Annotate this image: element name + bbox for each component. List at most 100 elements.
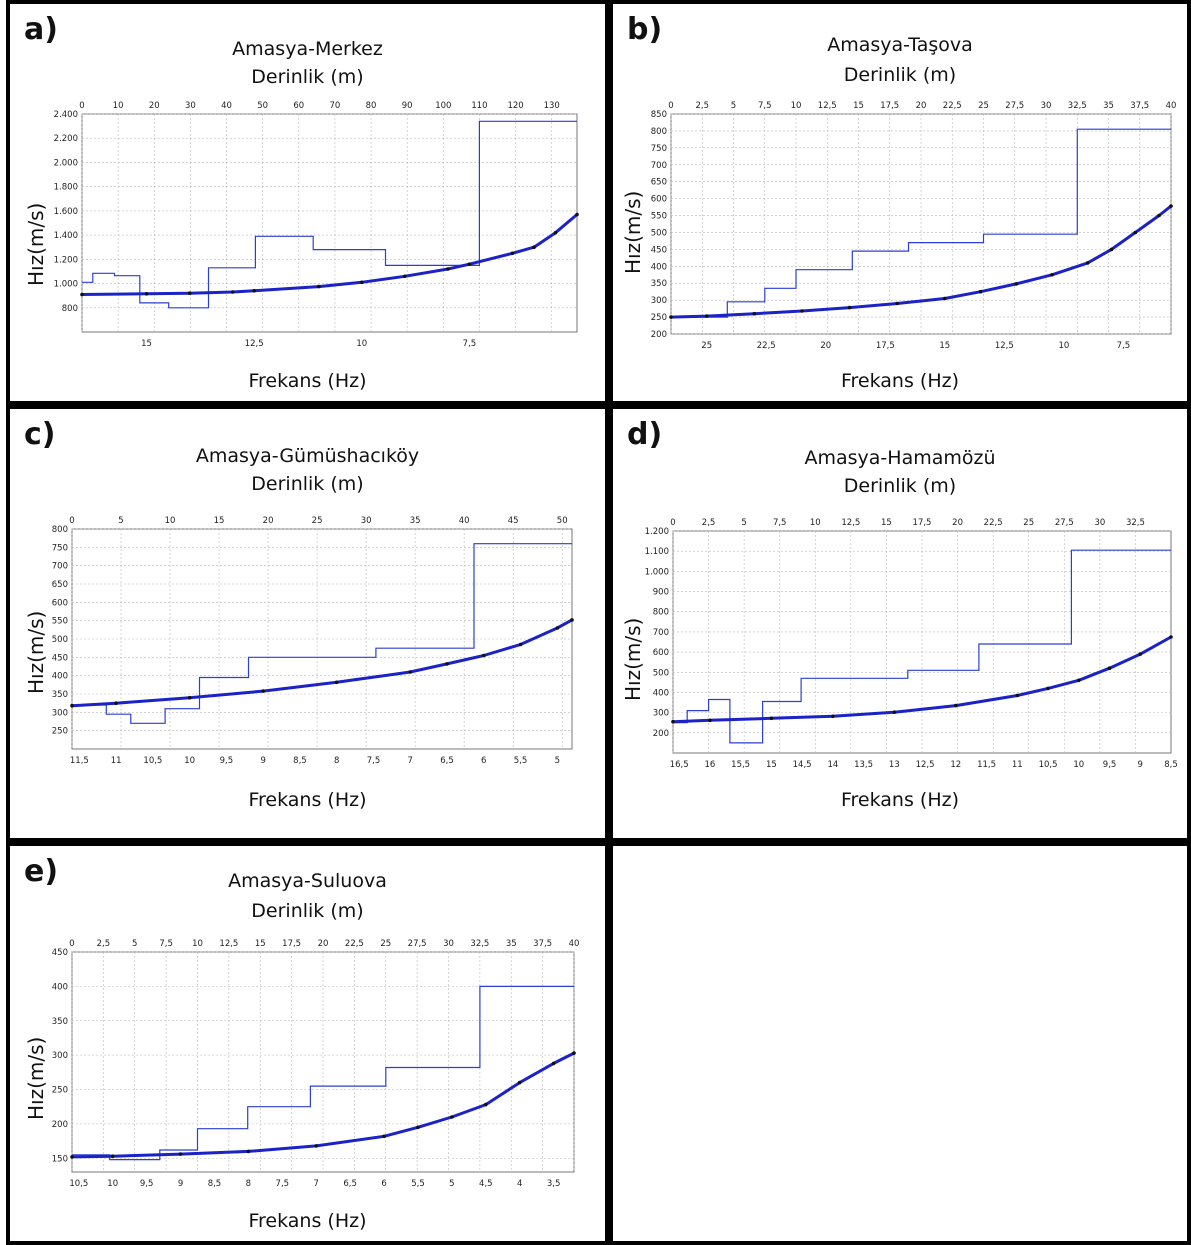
y-tick-label: 1.200 xyxy=(54,255,78,265)
depth-tick-label: 30 xyxy=(1094,518,1105,528)
y-tick-label: 300 xyxy=(653,709,669,719)
dispersion-point xyxy=(1157,213,1161,218)
frequency-tick-label: 9,5 xyxy=(220,756,234,766)
y-tick-label: 200 xyxy=(651,330,667,340)
frequency-tick-label: 10 xyxy=(184,756,195,766)
frequency-tick-label: 11 xyxy=(111,756,122,766)
dispersion-point xyxy=(144,292,149,296)
y-tick-label: 400 xyxy=(52,672,68,682)
y-tick-label: 1.600 xyxy=(54,207,78,217)
depth-tick-label: 17,5 xyxy=(880,101,899,111)
dispersion-point xyxy=(1014,282,1018,286)
frequency-tick-label: 15 xyxy=(939,341,950,351)
depth-tick-label: 0 xyxy=(69,939,74,949)
dispersion-point xyxy=(752,311,757,316)
dispersion-point xyxy=(510,251,515,256)
depth-tick-label: 10 xyxy=(810,518,821,528)
frequency-tick-label: 15 xyxy=(141,339,152,349)
panel-letter: b) xyxy=(627,12,663,47)
depth-axis-label: Derinlik (m) xyxy=(843,475,957,497)
dispersion-point xyxy=(1133,230,1138,235)
dispersion-point xyxy=(553,230,558,235)
dispersion-point xyxy=(1050,273,1054,277)
depth-tick-label: 40 xyxy=(1166,101,1177,111)
frequency-tick-label: 5 xyxy=(555,756,560,766)
y-tick-label: 500 xyxy=(52,635,68,645)
dispersion-point xyxy=(252,289,256,293)
panel-empty xyxy=(609,842,1191,1245)
dispersion-point xyxy=(708,718,712,723)
depth-tick-label: 40 xyxy=(569,939,580,949)
y-tick-label: 800 xyxy=(653,608,669,618)
depth-tick-label: 25 xyxy=(1023,518,1034,528)
y-tick-label: 150 xyxy=(52,1154,68,1164)
depth-tick-label: 27,5 xyxy=(408,939,427,949)
depth-tick-label: 10 xyxy=(165,516,176,526)
frequency-tick-label: 7 xyxy=(408,756,413,766)
y-tick-label: 300 xyxy=(52,708,68,718)
frequency-tick-label: 17,5 xyxy=(876,341,895,351)
frequency-tick-label: 20 xyxy=(820,341,831,351)
dispersion-point xyxy=(551,1061,556,1066)
dispersion-point xyxy=(450,1115,454,1119)
panel-a: a) Amasya-Merkez Derinlik (m) Frekans (Hz) H… xyxy=(6,0,609,405)
plot-area: 8001.0001.2001.4001.6001.8002.0002.2002.… xyxy=(54,101,579,349)
frequency-tick-label: 7,5 xyxy=(463,339,477,349)
frequency-tick-label: 9,5 xyxy=(140,1179,154,1189)
depth-tick-label: 10 xyxy=(791,101,802,111)
dispersion-point xyxy=(316,284,321,289)
frequency-axis-label: Frekans (Hz) xyxy=(248,789,367,811)
frequency-tick-label: 9 xyxy=(1138,760,1143,770)
depth-tick-label: 45 xyxy=(508,516,519,526)
dispersion-point xyxy=(575,212,579,217)
y-tick-label: 350 xyxy=(52,690,68,700)
y-tick-label: 600 xyxy=(653,648,669,658)
depth-tick-label: 110 xyxy=(471,101,487,111)
dispersion-point xyxy=(1138,652,1143,656)
panel-d: d) Amasya-Hamamözü Derinlik (m) Frekans (Hz… xyxy=(609,405,1191,842)
dispersion-point xyxy=(80,292,84,297)
velocity-profile-line xyxy=(72,543,572,724)
dispersion-point xyxy=(1085,261,1090,265)
frequency-tick-label: 9,5 xyxy=(1103,760,1117,770)
frequency-tick-label: 11,5 xyxy=(70,756,89,766)
depth-tick-label: 2,5 xyxy=(702,518,716,528)
y-tick-label: 700 xyxy=(651,161,667,171)
depth-tick-label: 25 xyxy=(978,101,989,111)
y-tick-label: 250 xyxy=(651,313,667,323)
depth-tick-label: 20 xyxy=(916,101,927,111)
y-tick-label: 700 xyxy=(653,628,669,638)
y-tick-label: 600 xyxy=(651,195,667,205)
depth-tick-label: 27,5 xyxy=(1055,518,1074,528)
depth-tick-label: 12,5 xyxy=(818,101,837,111)
dispersion-point xyxy=(1107,666,1112,670)
frequency-tick-label: 13 xyxy=(889,760,900,770)
y-tick-label: 2.400 xyxy=(54,110,78,120)
dispersion-point xyxy=(446,267,450,271)
depth-tick-label: 10 xyxy=(113,101,124,111)
velocity-profile-line xyxy=(673,549,1171,744)
depth-tick-label: 15 xyxy=(255,939,266,949)
frequency-tick-label: 11,5 xyxy=(977,760,996,770)
y-tick-label: 1.000 xyxy=(54,280,78,290)
frequency-tick-label: 15 xyxy=(766,760,777,770)
y-tick-label: 800 xyxy=(52,525,68,535)
depth-tick-label: 30 xyxy=(185,101,196,111)
dispersion-point xyxy=(230,290,235,294)
frequency-tick-label: 6 xyxy=(481,756,486,766)
depth-tick-label: 35 xyxy=(1103,101,1114,111)
depth-tick-label: 30 xyxy=(443,939,454,949)
frequency-tick-label: 4 xyxy=(517,1179,522,1189)
y-tick-label: 550 xyxy=(52,617,68,627)
panel-letter: e) xyxy=(24,854,59,889)
dispersion-point xyxy=(484,1102,488,1107)
dispersion-point xyxy=(261,689,265,693)
frequency-tick-label: 6,5 xyxy=(440,756,454,766)
panel-letter: c) xyxy=(24,417,56,452)
depth-tick-label: 90 xyxy=(402,101,413,111)
depth-tick-label: 22,5 xyxy=(345,939,364,949)
depth-tick-label: 32,5 xyxy=(1068,101,1087,111)
dispersion-point xyxy=(1169,204,1173,208)
